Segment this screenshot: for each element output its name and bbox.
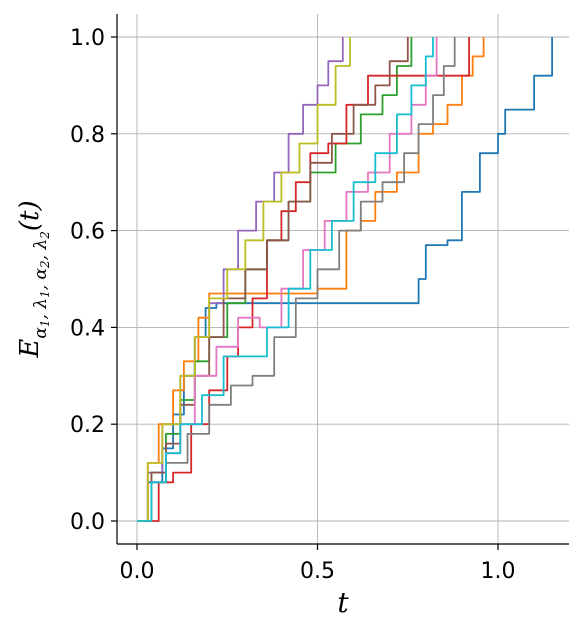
- y-tick-label: 0.2: [70, 413, 105, 438]
- series-line-1: [137, 37, 553, 522]
- series-group: [137, 37, 553, 522]
- x-axis-label: t: [337, 586, 349, 618]
- axes: [116, 14, 569, 545]
- x-tick-label: 0.5: [300, 559, 335, 584]
- y-tick-label: 0.6: [70, 220, 105, 245]
- x-tick-label: 0.0: [120, 559, 155, 584]
- series-line-10: [137, 37, 434, 522]
- y-tick-label: 1.0: [70, 26, 105, 51]
- series-line-8: [137, 37, 456, 522]
- series-line-9: [137, 37, 351, 522]
- y-axis-label: Eα1, λ1, α2, λ2(t): [15, 200, 52, 358]
- grid: [117, 14, 569, 544]
- x-tick-label: 1.0: [481, 559, 516, 584]
- y-tick-label: 0.4: [70, 316, 105, 341]
- y-tick-label: 0.8: [70, 123, 105, 148]
- x-ticks: 0.0 0.5 1.0: [120, 544, 516, 584]
- y-tick-label: 0.0: [70, 510, 105, 535]
- series-line-7: [137, 37, 438, 522]
- series-line-3: [137, 37, 413, 522]
- series-line-6: [137, 37, 409, 522]
- y-ticks: 0.0 0.2 0.4 0.6 0.8 1.0: [70, 26, 117, 535]
